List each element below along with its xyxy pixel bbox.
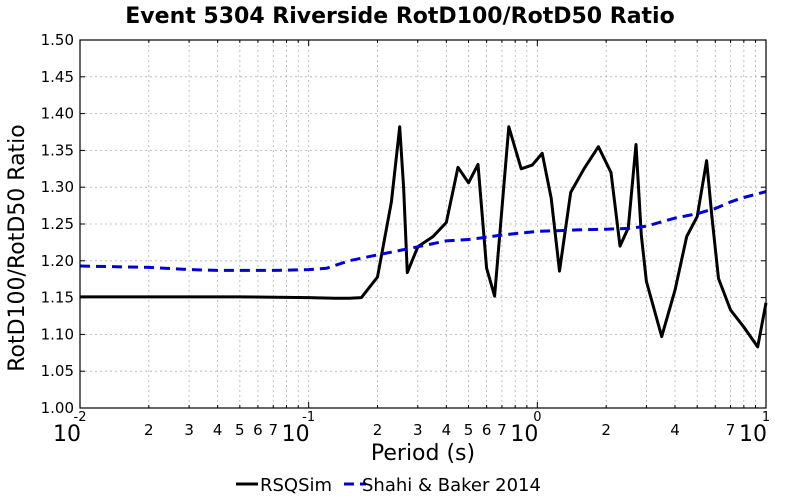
series-layer (79, 125, 768, 349)
series-line-rsqsim (80, 125, 768, 349)
chart-title: Event 5304 Riverside RotD100/RotD50 Rati… (125, 4, 674, 29)
x-minor-tick-label: 3 (184, 421, 194, 439)
y-tick-label: 1.25 (41, 215, 74, 233)
y-ticks: 1.00 1.05 1.10 1.15 1.20 1.25 1.30 1.35 1.40 1.45… (41, 31, 766, 417)
x-minor-tick-label: 5 (235, 421, 245, 439)
x-minor-tick-label: 4 (213, 421, 223, 439)
legend-label: RSQSim (260, 475, 332, 496)
y-tick-label: 1.20 (41, 252, 74, 270)
x-minor-tick-label: 7 (497, 421, 507, 439)
x-minor-tick-label: 7 (726, 421, 736, 439)
x-major-tick-exponent: -1 (302, 410, 315, 425)
y-axis-label: RotD100/RotD50 Ratio (5, 124, 30, 372)
y-tick-label: 1.30 (41, 178, 74, 196)
x-major-tick-exponent: 0 (533, 410, 541, 425)
legend-label: Shahi & Baker 2014 (362, 475, 541, 496)
y-tick-label: 1.35 (41, 141, 74, 159)
x-major-tick-base: 10 (510, 422, 538, 447)
y-tick-label: 1.40 (41, 105, 74, 123)
series-line-shahi-baker-2014 (79, 190, 767, 272)
y-tick-label: 1.15 (41, 289, 74, 307)
y-tick-label: 1.45 (41, 68, 74, 86)
y-tick-label: 1.05 (41, 362, 74, 380)
x-axis-label: Period (s) (371, 441, 475, 466)
x-major-tick-base: 10 (53, 422, 81, 447)
x-minor-tick-label: 2 (373, 421, 383, 439)
x-minor-tick-label: 4 (670, 421, 680, 439)
x-major-tick-base: 10 (282, 422, 310, 447)
legend: RSQSim Shahi & Baker 2014 (236, 475, 541, 496)
x-minor-tick-label: 6 (253, 421, 263, 439)
x-major-tick-exponent: 1 (762, 410, 770, 425)
x-minor-tick-label: 3 (413, 421, 423, 439)
x-minor-tick-label: 4 (442, 421, 452, 439)
x-major-tick-exponent: -2 (74, 410, 87, 425)
y-tick-label: 1.50 (41, 31, 74, 49)
y-tick-label: 1.10 (41, 325, 74, 343)
x-minor-tick-label: 2 (144, 421, 154, 439)
x-minor-tick-label: 7 (268, 421, 278, 439)
x-minor-tick-label: 2 (601, 421, 611, 439)
x-major-tick-base: 10 (739, 422, 767, 447)
x-minor-tick-label: 6 (482, 421, 492, 439)
y-tick-label: 1.00 (41, 399, 74, 417)
x-minor-tick-label: 5 (464, 421, 474, 439)
